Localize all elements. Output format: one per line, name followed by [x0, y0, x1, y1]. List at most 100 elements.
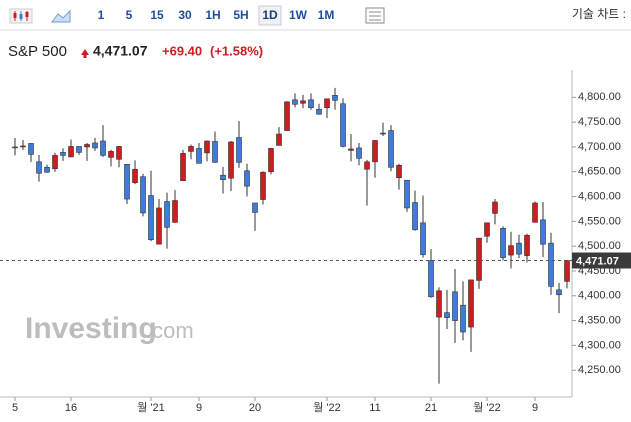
x-tick-label: 9 [196, 402, 202, 414]
candle-icon[interactable] [9, 8, 33, 24]
candle-body [412, 202, 418, 231]
x-tick-label: 월 '22 [313, 401, 341, 414]
y-tick-label: 4,400.00 [578, 290, 621, 302]
candle-body [124, 164, 130, 200]
change-pct: (+1.58%) [210, 43, 263, 58]
candle-body [508, 245, 514, 256]
candle-body [36, 161, 42, 174]
candle-body [44, 166, 50, 173]
candle-body [108, 151, 114, 158]
candle-body [276, 133, 282, 146]
candle-body [100, 140, 106, 156]
candle-body [324, 98, 330, 109]
watermark-suffix: .com [146, 318, 194, 343]
candle-body [348, 148, 354, 151]
instrument-title: S&P 500 [8, 43, 67, 60]
candle-body [300, 100, 306, 104]
interval-button[interactable]: 1 [98, 8, 105, 22]
candle-body [292, 99, 298, 105]
x-tick-label: 16 [65, 402, 77, 414]
candle-body [132, 168, 138, 183]
settings-icon[interactable] [365, 7, 385, 24]
candle-body [460, 304, 466, 333]
x-tick-label: 월 '21 [137, 401, 165, 414]
candle-body [444, 312, 450, 318]
candle-body [260, 171, 266, 200]
candle-body [188, 146, 194, 152]
candle-body [148, 195, 154, 241]
up-arrow [81, 49, 89, 58]
interval-button[interactable]: 5 [126, 8, 133, 22]
y-tick-label: 4,250.00 [578, 364, 621, 376]
candle-body [548, 242, 554, 287]
candle-body [196, 148, 202, 164]
candle-body [308, 99, 314, 109]
interval-button[interactable]: 1D [262, 8, 278, 22]
candle-body [556, 289, 562, 296]
toolbar [0, 0, 631, 30]
interval-button[interactable]: 1M [318, 8, 335, 22]
candle-body [524, 234, 530, 256]
x-tick-label: 11 [369, 402, 380, 414]
candle-body [212, 141, 218, 163]
candle-body [52, 155, 58, 170]
candle-body [484, 222, 490, 237]
y-tick-label: 4,500.00 [578, 240, 621, 252]
candle-body [12, 146, 18, 149]
area-icon[interactable] [51, 9, 71, 23]
y-tick-label: 4,700.00 [578, 141, 621, 153]
candle-body [164, 201, 170, 228]
candle-body [564, 260, 570, 282]
candle-body [236, 137, 242, 163]
interval-button[interactable]: 30 [178, 8, 192, 22]
candle-body [396, 164, 402, 178]
watermark-brand: Investing [25, 312, 157, 345]
candle-body [468, 279, 474, 328]
candle-body [332, 95, 338, 101]
candle-body [252, 202, 258, 213]
candle-body [116, 146, 122, 160]
candle-body [476, 237, 482, 281]
y-tick-label: 4,550.00 [578, 215, 621, 227]
candle-body [500, 228, 506, 258]
candle-body [452, 291, 458, 321]
candle-body [388, 130, 394, 168]
candle-body [60, 152, 66, 156]
y-tick-label: 4,650.00 [578, 166, 621, 178]
x-tick-label: 월 '22 [473, 401, 501, 414]
selected-button-bg [258, 5, 282, 26]
candle-body [492, 201, 498, 214]
candle-body [180, 153, 186, 181]
candle-body [540, 219, 546, 245]
candle-body [68, 146, 74, 158]
candle-body [436, 290, 442, 318]
y-tick-label: 4,600.00 [578, 190, 621, 202]
candle-body [228, 141, 234, 179]
candle-body [380, 132, 386, 135]
candle-body [20, 145, 26, 148]
candle-body [172, 200, 178, 223]
candle-body [156, 207, 162, 245]
y-tick-label: 4,350.00 [578, 314, 621, 326]
candle-body [220, 174, 226, 180]
candle-body [76, 146, 82, 153]
candle-body [92, 142, 98, 149]
interval-button[interactable]: 1H [205, 8, 220, 22]
candle-body [284, 101, 290, 131]
candle-body [372, 140, 378, 163]
interval-button[interactable]: 15 [150, 8, 164, 22]
x-tick-label: 9 [532, 402, 538, 414]
candle-body [404, 179, 410, 209]
candle-body [28, 143, 34, 155]
candle-body [356, 147, 362, 159]
interval-button[interactable]: 1W [289, 8, 308, 22]
technical-chart-link[interactable]: 기술 차트 : [572, 7, 626, 21]
y-tick-label: 4,300.00 [578, 339, 621, 351]
candle-body [340, 103, 346, 147]
x-tick-label: 5 [12, 402, 18, 414]
last-price-tag [572, 252, 631, 269]
interval-button[interactable]: 5H [233, 8, 248, 22]
x-tick-label: 20 [249, 402, 261, 414]
